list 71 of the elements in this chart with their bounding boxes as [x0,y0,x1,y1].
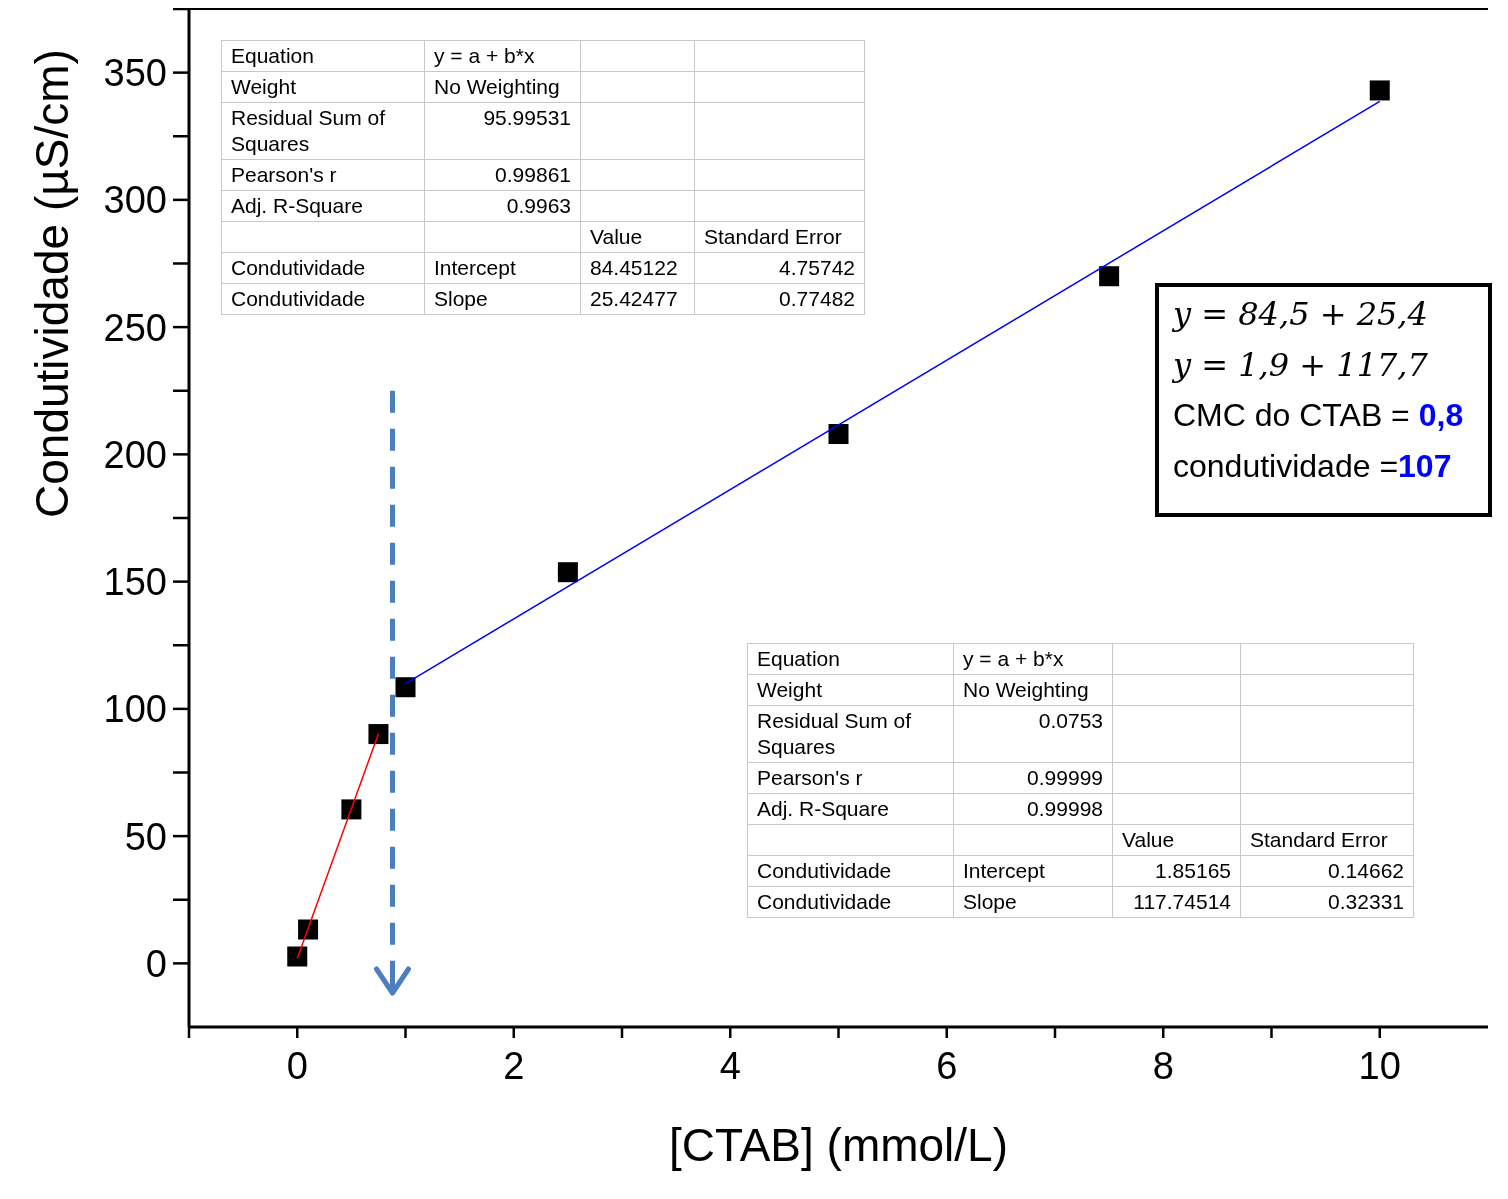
annotation: y = a + b*x [953,643,1113,675]
x-tick-label: 8 [1152,1044,1174,1087]
annotation: Slope [953,886,1113,918]
annotation: Intercept [953,855,1113,887]
annotation: y = 84,5 + 25,4 [1173,295,1429,335]
annotation: Condutividade [747,886,954,918]
x-tick-label: 0 [286,1044,308,1087]
annotation: Value [1112,824,1241,856]
y-tick-label: 50 [124,815,167,858]
annotation: 0.77482 [694,283,865,315]
y-tick-label: 150 [103,561,167,604]
point [557,562,578,583]
annotation: Residual Sum of Squares [747,705,954,763]
y-tick-label: 350 [103,52,167,95]
annotation: 0.99861 [424,159,581,191]
annotation: CMC do CTAB = [1173,397,1411,433]
annotation: y = a + b*x [424,40,581,72]
annotation: No Weighting [953,674,1113,706]
annotation: 0.0753 [953,705,1113,763]
annotation: 25.42477 [580,283,695,315]
point [395,677,416,698]
annotation: Adj. R-Square [221,190,425,222]
annotation: 0,8 [1418,397,1464,433]
annotation: 4.75742 [694,252,865,284]
y-tick-label: 0 [145,942,167,985]
annotation: Standard Error [1240,824,1414,856]
annotation: y = 1,9 + 117,7 [1173,346,1429,386]
annotation: Adj. R-Square [747,793,954,825]
annotation: 0.99999 [953,762,1113,794]
annotation: 0.14662 [1240,855,1414,887]
y-tick-label: 300 [103,179,167,222]
point [1099,266,1120,287]
y-tick-label: 200 [103,433,167,476]
y-axis-title: Condutividade (µS/cm) [26,49,79,518]
point [1369,80,1390,101]
x-tick-label: 2 [503,1044,525,1087]
annotation: condutividade = [1173,448,1399,484]
annotation: Pearson's r [221,159,425,191]
annotation: 1.85165 [1112,855,1241,887]
annotation: Pearson's r [747,762,954,794]
annotation: 0.32331 [1240,886,1414,918]
annotation: Equation [747,643,954,675]
annotation: Weight [747,674,954,706]
annotation: 84.45122 [580,252,695,284]
annotation: Weight [221,71,425,103]
annotation: 117.74514 [1112,886,1241,918]
x-axis-title: [CTAB] (mmol/L) [668,1119,1009,1171]
annotation: 0.99998 [953,793,1113,825]
y-tick-label: 100 [103,688,167,731]
annotation: Standard Error [694,221,865,253]
annotation: No Weighting [424,71,581,103]
x-tick-label: 10 [1358,1044,1401,1087]
point [298,919,319,940]
annotation: Residual Sum of Squares [221,102,425,160]
annotation: 0.9963 [424,190,581,222]
annotation: Value [580,221,695,253]
annotation: Condutividade [221,283,425,315]
point [368,724,389,745]
annotation: Condutividade [221,252,425,284]
point [287,946,308,967]
annotation: Condutividade [747,855,954,887]
y-tick-label: 250 [103,306,167,349]
annotation: Intercept [424,252,581,284]
x-tick-label: 4 [719,1044,741,1087]
annotation: Slope [424,283,581,315]
annotation: Equation [221,40,425,72]
annotation: 95.99531 [424,102,581,160]
point [341,799,362,820]
annotation: 107 [1398,448,1452,484]
point [828,424,849,445]
x-tick-label: 6 [936,1044,958,1087]
